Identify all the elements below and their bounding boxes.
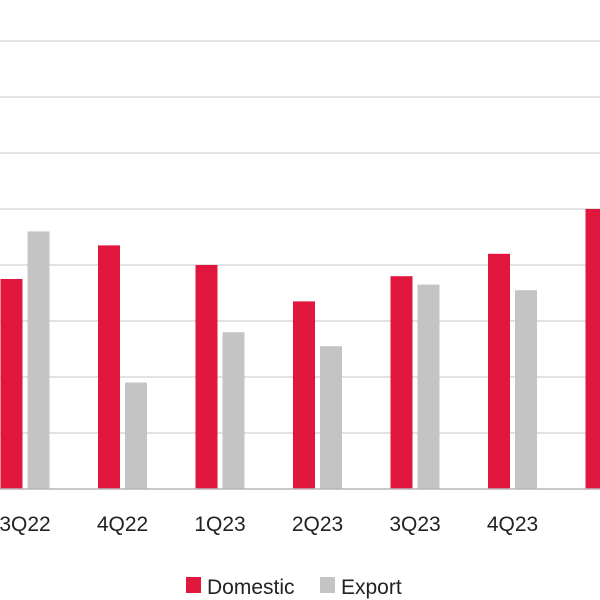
bar-domestic-2q23 <box>293 301 315 489</box>
bar-export-4q23 <box>515 290 537 489</box>
bars <box>0 209 600 489</box>
x-tick-label: 4Q23 <box>487 513 538 536</box>
bar-export-2q23 <box>320 346 342 489</box>
legend-label-export: Export <box>341 576 402 599</box>
bar-export-3q22 <box>27 231 50 489</box>
bar-domestic-4q23 <box>488 253 510 489</box>
x-axis-tick-labels: 3Q224Q221Q232Q233Q234Q231 <box>0 513 538 536</box>
legend-swatch-domestic <box>186 577 201 593</box>
x-tick-label: 1Q23 <box>194 513 245 536</box>
x-tick-label: 4Q22 <box>97 513 148 536</box>
x-tick-label: 2Q23 <box>292 513 343 536</box>
bar-domestic-4q22 <box>98 245 120 489</box>
bar-domestic-1q23 <box>195 265 218 489</box>
legend-label-domestic: Domestic <box>207 576 295 599</box>
bar-domestic-1 <box>585 209 600 489</box>
bar-domestic-3q23 <box>390 276 413 489</box>
legend-swatch-export <box>320 577 335 593</box>
x-tick-label: 3Q23 <box>389 513 440 536</box>
legend: Domestic Export <box>186 576 402 599</box>
bar-export-3q23 <box>417 284 440 489</box>
bar-export-4q22 <box>125 382 147 489</box>
bar-export-1q23 <box>222 332 245 489</box>
bar-domestic-3q22 <box>0 279 23 489</box>
x-tick-label: 3Q22 <box>0 513 51 536</box>
